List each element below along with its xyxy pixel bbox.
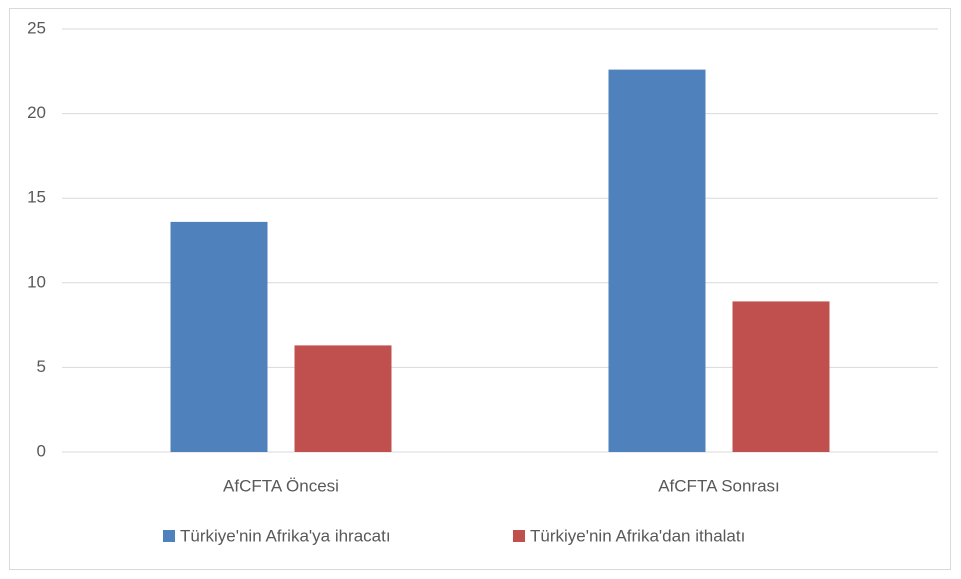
legend-label: Türkiye'nin Afrika'dan ithalatı: [530, 526, 745, 545]
y-tick-label: 25: [27, 18, 46, 37]
legend-swatch: [163, 530, 175, 542]
y-tick-label: 0: [37, 441, 46, 460]
x-tick-label: AfCFTA Öncesi: [223, 476, 339, 495]
y-tick-label: 20: [27, 103, 46, 122]
y-tick-label: 5: [37, 357, 46, 376]
bar: [294, 345, 392, 452]
bar: [170, 221, 268, 452]
legend-label: Türkiye'nin Afrika'ya ihracatı: [180, 526, 391, 545]
bar: [608, 69, 706, 452]
bar: [732, 301, 830, 452]
x-tick-label: AfCFTA Sonrası: [658, 476, 780, 495]
legend-swatch: [513, 530, 525, 542]
y-tick-label: 15: [27, 188, 46, 207]
chart-border: [9, 8, 951, 570]
y-tick-label: 10: [27, 272, 46, 291]
